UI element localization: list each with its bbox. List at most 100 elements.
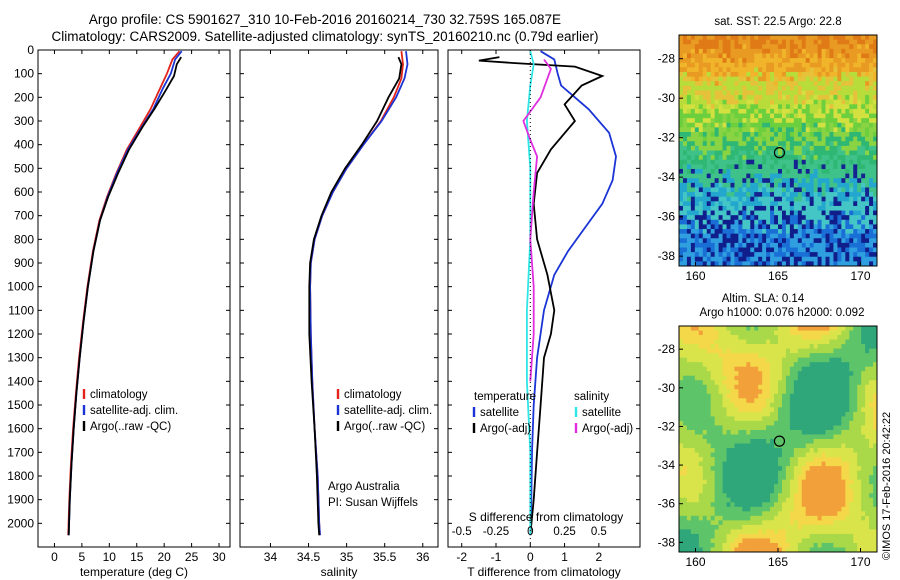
sst_map-cell — [837, 118, 842, 124]
sla_map-cell — [861, 357, 866, 363]
sst_map-cell — [762, 173, 767, 179]
sst_map-cell — [853, 35, 858, 41]
sst_map-cell — [821, 81, 826, 87]
sla_map-cell — [833, 434, 838, 440]
sla_map-cell — [853, 488, 858, 494]
sla_map-cell — [817, 479, 822, 485]
sla_map-cell — [789, 511, 795, 517]
sst_map-cell — [682, 233, 688, 239]
sst_map-cell — [682, 58, 688, 64]
sla_map-cell — [702, 520, 708, 526]
sla_map-cell — [706, 506, 712, 512]
sla_map-cell — [813, 506, 818, 512]
sla_map-cell — [726, 416, 731, 422]
sla_map-cell — [722, 466, 727, 472]
sst_map-cell — [857, 155, 862, 161]
sst_map-cell — [714, 150, 719, 156]
sla_map-cell — [837, 515, 842, 521]
sst_map-cell — [857, 67, 862, 73]
sst_map-cell — [734, 242, 739, 248]
sst_map-cell — [682, 99, 688, 105]
sla_map-cell — [781, 515, 787, 521]
sla_map-cell — [714, 434, 719, 440]
sla_map-cell — [813, 470, 818, 476]
sla_map-cell — [679, 398, 684, 404]
sla_map-cell — [698, 362, 704, 368]
sst_map-cell — [770, 159, 775, 165]
sla_map-cell — [710, 484, 716, 490]
sla_map-cell — [785, 402, 791, 408]
sla_map-cell — [785, 488, 791, 494]
sst_map-cell — [857, 58, 862, 64]
sst_map-cell — [762, 67, 767, 73]
sst_map-cell — [738, 229, 743, 235]
sst_map-cell — [750, 261, 755, 267]
sla_map-cell — [754, 429, 759, 435]
sla_map-cell — [758, 443, 763, 449]
sst_map-cell — [726, 58, 731, 64]
sst_map-cell — [869, 155, 874, 161]
sla_map-cell — [726, 429, 731, 435]
sla_map-cell — [853, 502, 858, 508]
sst_map-cell — [853, 224, 858, 230]
sla_map-cell — [770, 520, 775, 526]
sst_map-cell — [797, 205, 803, 211]
sla_map-cell — [853, 420, 858, 426]
sla_map-cell — [778, 452, 783, 458]
sst_map-cell — [714, 224, 719, 230]
sst_map-cell — [679, 201, 684, 207]
sla_map-cell — [746, 488, 751, 494]
sla_map-cell — [865, 452, 870, 458]
sla_map-cell — [690, 457, 696, 462]
sla_map-cell — [821, 502, 826, 508]
sst_map-cell — [746, 219, 751, 225]
sst_map-cell — [801, 210, 807, 216]
sla_map-cell — [841, 488, 846, 494]
sst_map-cell — [734, 99, 739, 105]
sst_map-cell — [841, 150, 846, 156]
sst_map-cell — [821, 118, 826, 124]
sla_map-cell — [722, 407, 727, 413]
sla_map-cell — [754, 479, 759, 485]
sla_map-cell — [730, 326, 735, 331]
sla_map-cell — [738, 389, 743, 395]
sla_map-cell — [778, 371, 783, 377]
sla_map-cell — [801, 439, 807, 444]
sla_map-cell — [857, 420, 862, 426]
sla_map-cell — [734, 416, 739, 422]
sla_map-cell — [770, 457, 775, 462]
sla_map-cell — [698, 484, 704, 490]
sla_map-cell — [722, 429, 727, 435]
sla_map-cell — [833, 393, 838, 399]
sla_map-cell — [837, 461, 842, 467]
sla_map-cell — [762, 524, 767, 530]
sla_map-cell — [809, 393, 815, 399]
sst_map-cell — [682, 219, 688, 225]
sst_map-cell — [750, 164, 755, 170]
sst_map-cell — [793, 261, 799, 267]
sla_map-cell — [809, 429, 815, 435]
sla_map-cell — [730, 497, 735, 503]
sla_map-cell — [797, 429, 803, 435]
sla_map-cell — [833, 520, 838, 526]
sla_map-cell — [758, 511, 763, 517]
sst_map-cell — [754, 136, 759, 142]
sla_map-cell — [825, 348, 830, 354]
sst_map-cell — [778, 224, 783, 230]
sst_map-cell — [682, 192, 688, 198]
sst_map-cell — [873, 67, 878, 73]
sla_map-cell — [758, 411, 763, 417]
sla_map-cell — [849, 330, 854, 336]
sst_map-cell — [690, 58, 696, 64]
sst-map-title: sat. SST: 22.5 Argo: 22.8 — [714, 16, 841, 28]
sla_map-cell — [718, 479, 723, 485]
sst_map-cell — [702, 201, 708, 207]
sla_map-cell — [742, 326, 747, 331]
sla_map-cell — [861, 362, 866, 368]
sst_map-cell — [734, 159, 739, 165]
sst_map-cell — [797, 224, 803, 230]
sla_map-cell — [841, 439, 846, 444]
sst_map-cell — [833, 238, 838, 244]
sla_map-cell — [825, 488, 830, 494]
sla_map-cell — [837, 330, 842, 336]
